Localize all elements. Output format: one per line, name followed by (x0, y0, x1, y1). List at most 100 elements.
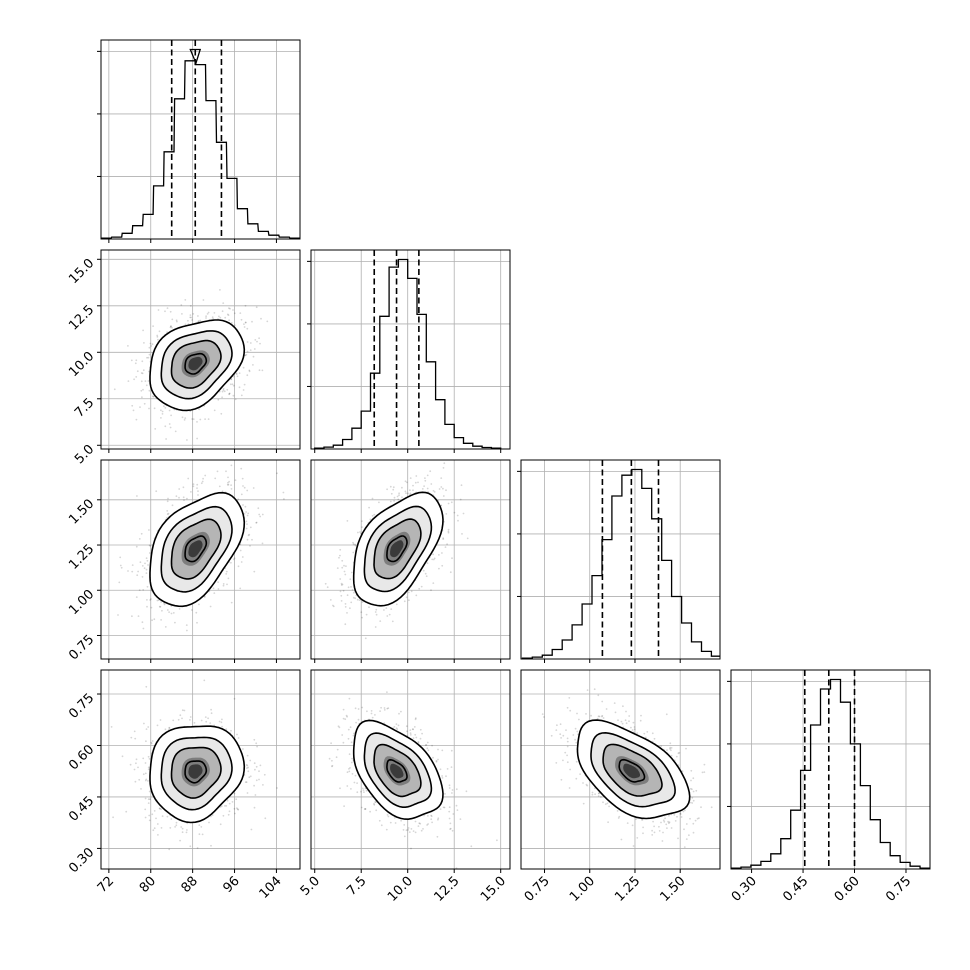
scatter-point (456, 809, 459, 811)
scatter-point (389, 500, 392, 503)
scatter-point (148, 790, 151, 793)
scatter-point (386, 707, 389, 710)
scatter-point (246, 792, 249, 794)
contour-line-2-1-2 (373, 518, 422, 580)
density-fill-2-1-4 (390, 540, 404, 558)
scatter-point (210, 844, 212, 847)
scatter-point (374, 611, 377, 613)
scatter-point (213, 409, 216, 412)
scatter-point (383, 609, 385, 611)
scatter-point (328, 757, 331, 760)
scatter-point (392, 488, 395, 491)
scatter-point (240, 318, 243, 321)
scatter-point (282, 491, 285, 494)
scatter-point (332, 605, 335, 608)
scatter-point (156, 336, 159, 338)
scatter-point (163, 602, 166, 605)
scatter-point (232, 309, 234, 311)
scatter-point (461, 533, 463, 535)
scatter-point (235, 372, 238, 375)
scatter-point (205, 315, 208, 318)
scatter-point (172, 719, 175, 722)
scatter-point (240, 467, 243, 470)
panel-3-0 (97, 669, 301, 873)
contour-line-2-0-0 (149, 491, 246, 608)
scatter-point (246, 754, 249, 757)
scatter-point (142, 757, 145, 760)
panels-layer (97, 39, 931, 873)
scatter-point (232, 384, 235, 387)
scatter-point (183, 709, 186, 712)
scatter-point (168, 423, 171, 425)
scatter-point (243, 513, 246, 515)
scatter-point (167, 512, 170, 515)
scatter-point (233, 312, 236, 315)
scatter-point (149, 545, 152, 547)
scatter-point (164, 728, 167, 731)
scatter-point (253, 784, 256, 787)
scatter-point (451, 557, 453, 560)
scatter-point (364, 787, 367, 790)
scatter-point (148, 814, 151, 817)
scatter-point (161, 410, 164, 413)
scatter-point (168, 727, 171, 730)
scatter-point (365, 789, 368, 792)
scatter-point (386, 615, 389, 617)
scatter-point (254, 768, 256, 771)
scatter-point (231, 383, 234, 386)
scatter-point (150, 741, 153, 744)
scatter-point (147, 768, 150, 771)
scatter-point (196, 483, 199, 486)
scatter-point (387, 707, 390, 709)
scatter-point (142, 589, 145, 591)
scatter-point (248, 776, 251, 779)
scatter-point (165, 438, 168, 440)
scatter-point (393, 500, 395, 502)
scatter-point (147, 766, 150, 769)
scatter-point (340, 600, 343, 602)
scatter-point (371, 514, 374, 517)
scatter-point (229, 307, 231, 310)
scatter-point (245, 520, 248, 523)
panel-frame-1-0 (100, 249, 301, 450)
scatter-point (245, 527, 248, 530)
scatter-point (183, 499, 185, 501)
scatter-point (178, 488, 181, 490)
scatter-point (144, 797, 147, 800)
scatter-point (191, 418, 194, 420)
scatter-point (131, 404, 134, 407)
scatter-point (148, 552, 151, 554)
scatter-point (112, 816, 114, 819)
scatter-point (210, 712, 213, 715)
scatter-point (199, 418, 202, 421)
scatter-point (197, 315, 199, 317)
scatter-point (449, 827, 452, 830)
scatter-point (179, 839, 182, 842)
scatter-point (221, 490, 224, 493)
scatter-point (148, 353, 151, 356)
scatter-point (246, 767, 248, 769)
scatter-point (332, 604, 334, 607)
scatter-point (349, 578, 352, 581)
scatter-point (242, 748, 244, 750)
scatter-point (414, 718, 417, 721)
scatter-point (136, 370, 139, 373)
scatter-point (135, 596, 138, 598)
scatter-point (140, 372, 143, 374)
scatter-point (368, 606, 370, 609)
scatter-point (160, 409, 162, 412)
scatter-point (355, 721, 357, 724)
scatter-point (166, 331, 169, 334)
scatter-point (388, 613, 391, 616)
scatter-point (148, 544, 151, 547)
scatter-point (156, 334, 159, 337)
scatter-point (143, 722, 145, 725)
scatter-point (196, 487, 198, 489)
scatter-point (189, 314, 192, 316)
scatter-point (347, 586, 350, 589)
scatter-point (418, 587, 421, 590)
scatter-point (412, 484, 414, 487)
scatter-point (410, 590, 413, 593)
scatter-point (158, 807, 161, 810)
panel-1-1 (307, 249, 511, 453)
